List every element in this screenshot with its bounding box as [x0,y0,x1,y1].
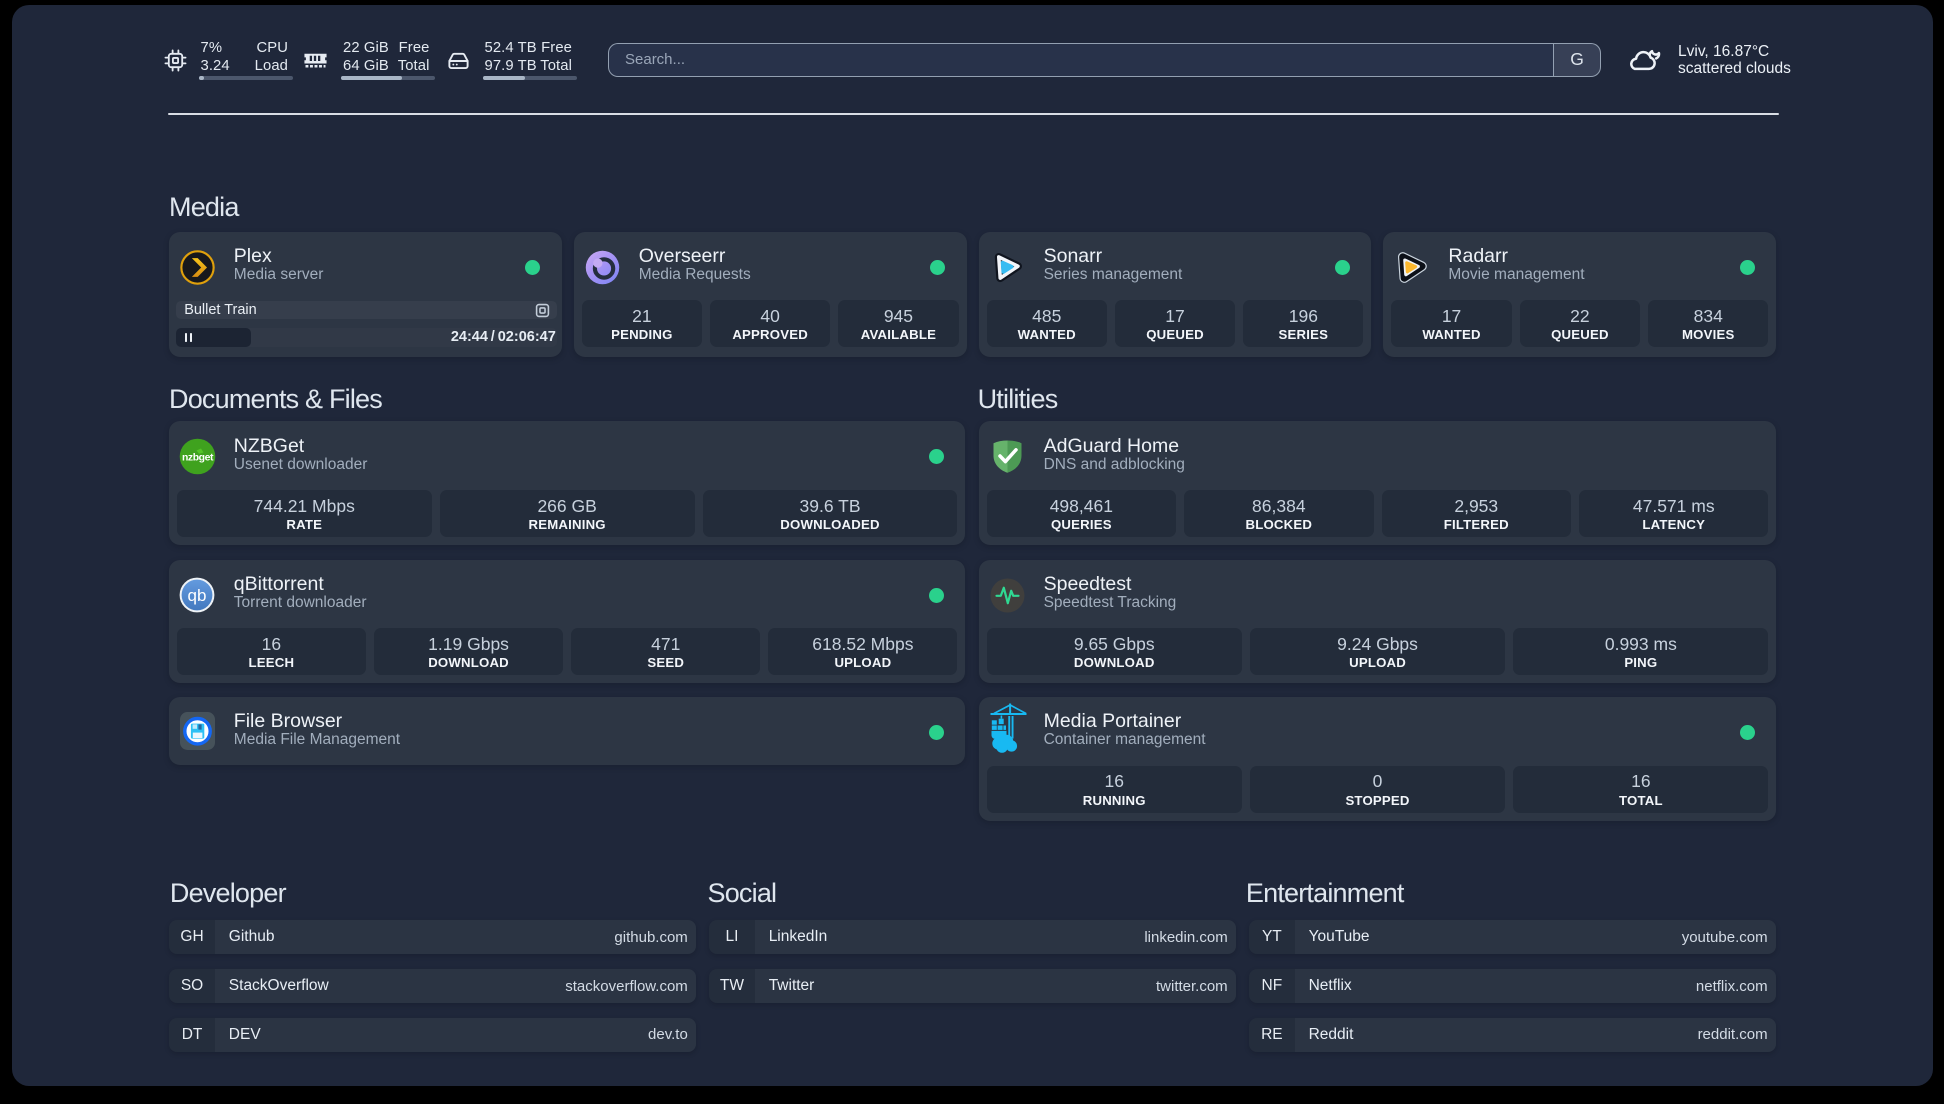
svg-text:nzbget: nzbget [182,453,214,464]
svg-text:qb: qb [188,586,207,605]
